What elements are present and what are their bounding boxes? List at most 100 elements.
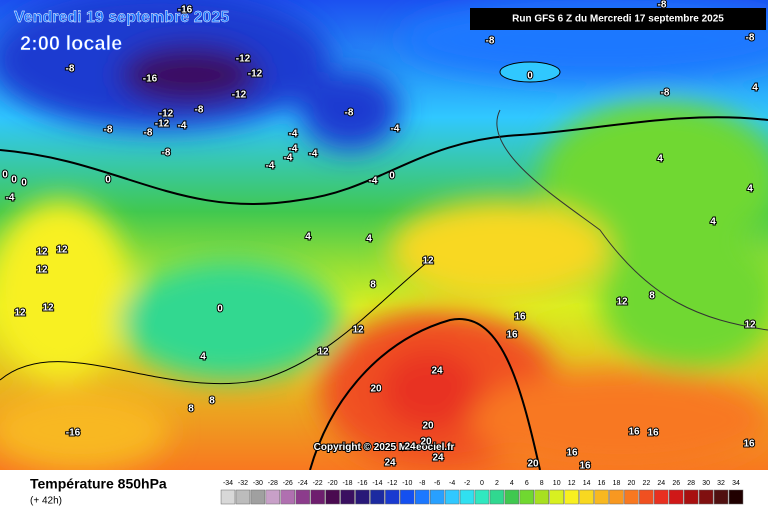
- scale-tick-label: 10: [553, 480, 561, 487]
- contour-label: -4: [369, 176, 378, 187]
- scale-tick-label: -2: [464, 480, 470, 487]
- legend-title: Température 850hPa: [30, 476, 167, 492]
- scale-tick-label: -16: [357, 480, 367, 487]
- contour-label: -16: [143, 74, 158, 85]
- scale-tick-label: 0: [480, 480, 484, 487]
- contour-label: -8: [746, 33, 755, 44]
- contour-label: 12: [317, 347, 329, 358]
- contour-label: -8: [661, 88, 670, 99]
- contour-label: -8: [195, 105, 204, 116]
- forecast-time: 2:00 locale: [20, 33, 122, 55]
- color-swatch: [250, 489, 266, 505]
- contour-label: 16: [579, 461, 591, 472]
- contour-label: -4: [178, 121, 187, 132]
- scale-tick-label: -14: [372, 480, 382, 487]
- contour-label: 0: [2, 170, 8, 181]
- contour-label: -8: [144, 128, 153, 139]
- scale-tick-label: -12: [387, 480, 397, 487]
- scale-tick-label: 8: [540, 480, 544, 487]
- scale-tick-label: 16: [598, 480, 606, 487]
- scale-tick-label: 32: [717, 480, 725, 487]
- contour-label: -4: [289, 129, 298, 140]
- color-swatch: [220, 489, 236, 505]
- contour-label: 16: [647, 428, 659, 439]
- scale-tick-label: 18: [613, 480, 621, 487]
- color-swatch: [235, 489, 251, 505]
- scale-tick-label: 22: [642, 480, 650, 487]
- color-swatch: [549, 489, 564, 505]
- color-swatch: [504, 489, 520, 505]
- contour-label: 8: [649, 291, 655, 302]
- contour-label: 4: [366, 234, 372, 245]
- contour-label: 12: [352, 325, 364, 336]
- color-swatch: [594, 489, 609, 505]
- scale-tick-label: 28: [687, 480, 695, 487]
- scale-tick-label: -28: [268, 480, 278, 487]
- contour-label: 12: [56, 245, 68, 256]
- color-swatch: [295, 489, 310, 505]
- color-swatch: [474, 489, 490, 505]
- contour-label: 12: [36, 247, 48, 258]
- legend-subtitle: (+ 42h): [30, 496, 62, 507]
- scale-tick-label: -30: [253, 480, 263, 487]
- scale-tick-label: -18: [342, 480, 352, 487]
- color-swatch: [444, 489, 460, 505]
- contour-label: 16: [628, 427, 640, 438]
- color-swatch: [624, 489, 639, 505]
- color-swatch: [669, 489, 684, 505]
- contour-label: 20: [527, 459, 539, 470]
- color-scale: -34 -32 -30 -28 -26 -24 -22 -20 -18 -16 -14 -12 -10-…: [220, 480, 744, 505]
- scale-tick-label: -34: [223, 480, 233, 487]
- contour-label: -4: [289, 144, 298, 155]
- color-swatch: [698, 489, 714, 505]
- color-swatch: [429, 489, 445, 505]
- color-swatch: [280, 489, 295, 505]
- scale-tick-label: -24: [298, 480, 308, 487]
- contour-label: 0: [217, 304, 223, 315]
- copyright: Copyright © 2025 Meteociel.fr: [314, 442, 455, 453]
- contour-label: 12: [42, 303, 54, 314]
- color-swatch: [534, 489, 549, 505]
- coastline: [496, 109, 768, 331]
- contour-label: 20: [370, 384, 382, 395]
- contour-label: 24: [404, 442, 416, 453]
- scale-tick-label: 14: [583, 480, 591, 487]
- contour-ring: [499, 61, 561, 83]
- contour-label: 16: [514, 312, 526, 323]
- contour-labels: -16-8 -8-8-16-12-12-12-80-8 4-8-12 -8-12 -4-…: [1, 0, 759, 473]
- scale-tick-label: 26: [672, 480, 680, 487]
- color-swatch: [385, 489, 400, 505]
- contour-label: 20: [420, 437, 432, 448]
- run-box: [470, 8, 766, 30]
- contour-label: 4: [305, 232, 311, 243]
- contour-label: -4: [284, 153, 293, 164]
- contour-label: -16: [66, 428, 81, 439]
- contour-line: [309, 318, 541, 471]
- color-swatch: [340, 489, 355, 505]
- contour-label: -8: [486, 36, 495, 47]
- color-swatch: [683, 489, 699, 505]
- contour-line: [0, 259, 431, 385]
- scale-tick-label: -8: [419, 480, 425, 487]
- contour-label: 24: [384, 458, 396, 469]
- map: [0, 0, 768, 471]
- contour-label: 0: [21, 178, 27, 189]
- contour-label: 8: [209, 396, 215, 407]
- forecast-date: Vendredi 19 septembre 2025: [14, 9, 229, 26]
- contour-label: 4: [200, 352, 206, 363]
- contour-label: -4: [6, 193, 15, 204]
- contour-label: -12: [248, 69, 263, 80]
- scale-tick-label: 2: [495, 480, 499, 487]
- contour-line: [0, 116, 768, 206]
- temperature-field: [0, 0, 768, 470]
- contour-label: -8: [66, 64, 75, 75]
- contour-label: 0: [105, 175, 111, 186]
- scale-tick-label: 6: [525, 480, 529, 487]
- contour-label: 4: [710, 217, 716, 228]
- color-swatch: [579, 489, 594, 505]
- contour-label: 16: [743, 439, 755, 450]
- color-swatch: [415, 489, 430, 505]
- contour-label: -12: [155, 119, 170, 130]
- scale-tick-label: -26: [283, 480, 293, 487]
